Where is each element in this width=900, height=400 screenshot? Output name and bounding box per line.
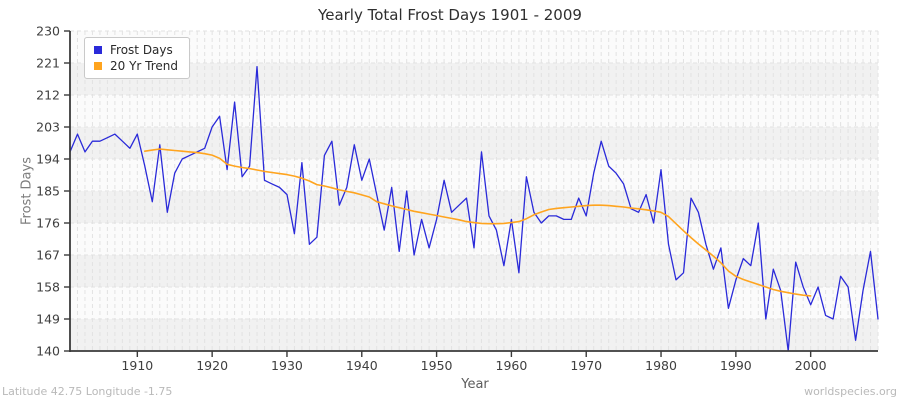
series-line-20-yr-trend	[144, 148, 812, 297]
x-tick-label: 1940	[346, 358, 378, 373]
legend-item-frost-days: Frost Days	[94, 42, 178, 58]
site-watermark: worldspecies.org	[804, 385, 897, 398]
y-tick-label: 194	[36, 152, 60, 167]
y-tick-label: 149	[36, 312, 60, 327]
x-axis-title: Year	[461, 377, 489, 392]
y-tick-label: 158	[36, 280, 60, 295]
y-tick-label: 176	[36, 216, 60, 231]
x-tick-label: 1970	[570, 358, 602, 373]
trend-swatch-icon	[94, 62, 102, 70]
series-line-frost-days	[69, 65, 879, 352]
chart-title: Yearly Total Frost Days 1901 - 2009	[318, 6, 582, 24]
x-tick-label: 1960	[496, 358, 528, 373]
y-tick-label: 212	[36, 88, 60, 103]
y-tick-label: 185	[36, 184, 60, 199]
x-tick-label: 1990	[720, 358, 752, 373]
y-tick-label: 167	[36, 248, 60, 263]
y-tick-label: 230	[36, 24, 60, 39]
frost-days-swatch-icon	[94, 46, 102, 54]
legend-item-20yr-trend: 20 Yr Trend	[94, 58, 178, 74]
x-tick-label: 1920	[196, 358, 228, 373]
coordinates-label: Latitude 42.75 Longitude -1.75	[2, 385, 173, 398]
legend-label-frost-days: Frost Days	[110, 43, 173, 57]
y-tick-label: 203	[36, 120, 60, 135]
x-tick-label: 1980	[645, 358, 677, 373]
y-axis-title: Frost Days	[19, 157, 35, 225]
legend-box: Frost Days 20 Yr Trend	[84, 37, 191, 79]
x-tick-label: 1950	[421, 358, 453, 373]
legend-label-20yr-trend: 20 Yr Trend	[110, 59, 179, 73]
y-tick-label: 140	[36, 344, 60, 359]
y-tick-label: 221	[36, 56, 60, 71]
x-tick-label: 1930	[271, 358, 303, 373]
x-tick-label: 2000	[795, 358, 827, 373]
x-tick-label: 1910	[121, 358, 153, 373]
